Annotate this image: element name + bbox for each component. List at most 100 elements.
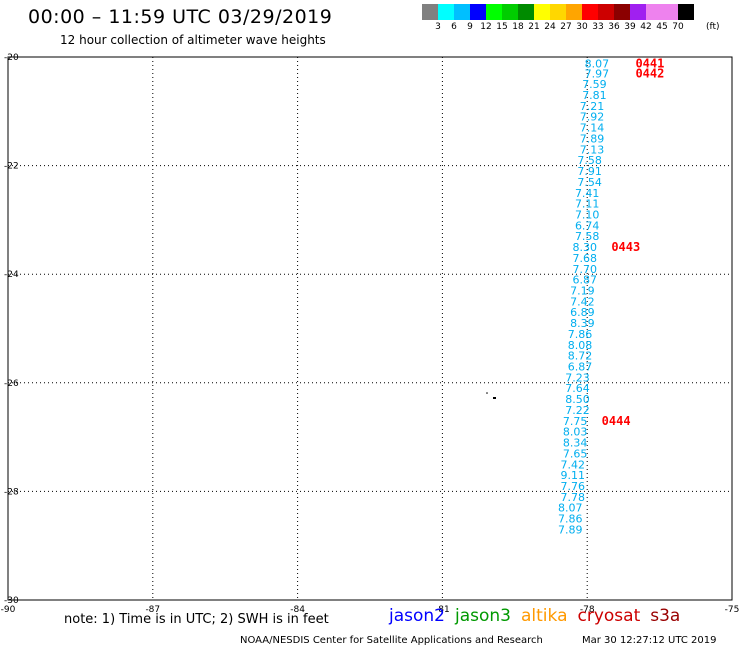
data-point: 8.34: [563, 437, 588, 450]
mission-jason3: jason3: [455, 606, 511, 626]
pass-time-label: 0442: [635, 66, 664, 80]
data-point: 7.58: [577, 154, 602, 167]
x-tick-label: -84: [290, 605, 305, 615]
data-point: 7.97: [585, 67, 610, 80]
pass-time-label: 0443: [611, 240, 640, 254]
x-tick-label: -75: [725, 605, 740, 615]
data-point: 8.03: [563, 426, 588, 439]
chart-subtitle: 12 hour collection of altimeter wave hei…: [60, 33, 326, 47]
colorbar-swatch: [438, 4, 454, 20]
chart-title: 00:00 – 11:59 UTC 03/29/2019: [28, 6, 333, 28]
colorbar-tick-label: 21: [528, 22, 540, 32]
data-point: 7.86: [558, 513, 583, 526]
colorbar-swatch: [470, 4, 486, 20]
data-point: 6.87: [573, 274, 598, 287]
data-point: 7.58: [575, 230, 600, 243]
data-point: 7.14: [580, 122, 605, 135]
data-point: 8.07: [585, 58, 610, 71]
colorbar-swatch: [646, 4, 662, 20]
y-tick-label: -30: [4, 596, 19, 606]
data-point: 7.41: [575, 187, 600, 200]
land-speck: [486, 392, 488, 394]
colorbar-tick-label: 70: [672, 22, 684, 32]
colorbar-swatch: [486, 4, 502, 20]
data-point: 7.22: [565, 404, 590, 417]
colorbar-swatch: [598, 4, 614, 20]
data-point: 7.68: [573, 252, 598, 265]
mission-altika: altika: [521, 606, 568, 626]
colorbar-tick-label: 30: [576, 22, 588, 32]
data-point: 7.75: [563, 415, 588, 428]
mission-legend: jason2 jason3 altika cryosat s3a: [389, 606, 680, 626]
colorbar-swatch: [678, 4, 694, 20]
colorbar-swatch: [534, 4, 550, 20]
colorbar-tick-label: 33: [592, 22, 604, 32]
plot-frame: [7, 56, 733, 601]
colorbar-tick-label: 27: [560, 22, 572, 32]
data-point: 7.21: [580, 100, 605, 113]
colorbar-swatch: [630, 4, 646, 20]
data-point: 7.10: [575, 208, 600, 221]
data-point: 8.07: [558, 502, 583, 515]
x-tick-label: -78: [580, 605, 595, 615]
colorbar-swatch: [662, 4, 678, 20]
colorbar-swatch: [614, 4, 630, 20]
x-tick-label: -90: [1, 605, 16, 615]
mission-cryosat: cryosat: [577, 606, 641, 626]
colorbar-tick-label: 24: [544, 22, 556, 32]
footer-credit: NOAA/NESDIS Center for Satellite Applica…: [240, 635, 543, 646]
data-point: 8.08: [568, 339, 593, 352]
land-speck: [493, 397, 496, 399]
data-point: 7.11: [575, 198, 600, 211]
colorbar-ticks: 3 6 9 12 15 18 21 24 27 30 33 36 39 42 45 70: [422, 20, 694, 32]
y-tick-label: -22: [4, 162, 19, 172]
colorbar-tick-label: 18: [512, 22, 524, 32]
colorbar-tick-label: 6: [451, 22, 457, 32]
data-point: 7.13: [580, 143, 605, 156]
data-point: 7.23: [565, 371, 590, 384]
colorbar-swatches: [422, 4, 694, 20]
colorbar-swatch: [582, 4, 598, 20]
data-point: 7.70: [573, 263, 598, 276]
data-point: 8.30: [573, 241, 598, 254]
x-tick-label: -87: [145, 605, 160, 615]
colorbar-swatch: [502, 4, 518, 20]
colorbar-swatch: [422, 4, 438, 20]
colorbar-tick-label: 3: [435, 22, 441, 32]
colorbar-tick-label: 15: [496, 22, 508, 32]
data-point: 7.54: [577, 176, 602, 189]
colorbar-swatch: [454, 4, 470, 20]
colorbar-legend: 3 6 9 12 15 18 21 24 27 30 33 36 39 42 45 70 (ft): [422, 4, 720, 32]
data-point: 8.39: [570, 317, 595, 330]
data-point: 9.11: [560, 469, 585, 482]
colorbar-swatch: [550, 4, 566, 20]
data-point: 6.89: [570, 306, 595, 319]
y-tick-label: -26: [4, 379, 19, 389]
colorbar-unit: (ft): [706, 22, 720, 32]
data-point: 8.72: [568, 350, 593, 363]
data-point: 7.42: [570, 295, 595, 308]
mission-jason2: jason2: [389, 606, 445, 626]
y-tick-label: -20: [4, 53, 19, 63]
mission-s3a: s3a: [650, 606, 681, 626]
data-point: 7.65: [563, 447, 588, 460]
data-point: 7.89: [558, 523, 583, 536]
y-tick-label: -24: [4, 270, 19, 280]
colorbar-tick-label: 42: [640, 22, 652, 32]
y-tick-label: -28: [4, 487, 19, 497]
colorbar-tick-label: 36: [608, 22, 620, 32]
colorbar-tick-label: 9: [467, 22, 473, 32]
data-point: 6.74: [575, 219, 600, 232]
data-point: 7.91: [577, 165, 602, 178]
data-point: 8.50: [565, 393, 590, 406]
data-point: 7.64: [565, 382, 590, 395]
footer-note: note: 1) Time is in UTC; 2) SWH is in fe…: [64, 612, 329, 627]
colorbar-swatch: [566, 4, 582, 20]
colorbar-tick-label: 45: [656, 22, 668, 32]
data-point: 7.81: [582, 89, 607, 102]
colorbar-tick-label: 12: [480, 22, 492, 32]
data-point: 7.59: [582, 78, 607, 91]
data-point: 6.87: [568, 361, 593, 374]
pass-time-label: 0441: [635, 57, 664, 71]
